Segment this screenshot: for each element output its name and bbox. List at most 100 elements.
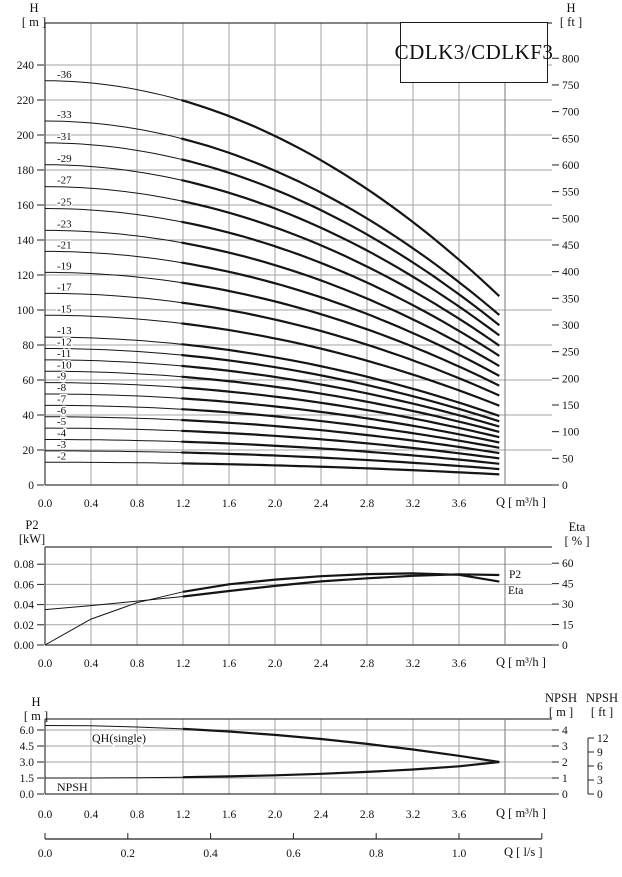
qh-left-tick-label: 140 bbox=[17, 235, 35, 247]
qh-right-tick-label: 350 bbox=[562, 293, 580, 305]
pe-right-tick-label: 60 bbox=[562, 558, 574, 570]
sn-left-tick-label: 6.0 bbox=[20, 725, 35, 737]
curve-label-10: -10 bbox=[57, 359, 72, 371]
curve-stage-6-thin bbox=[45, 416, 182, 421]
sn-xtick-label: 2.0 bbox=[268, 809, 283, 821]
pe-left-tick-label: 0.04 bbox=[14, 600, 34, 612]
curve-stage-17-bold bbox=[181, 301, 500, 397]
curve-stage-12-thin bbox=[45, 348, 182, 356]
sn-xtick-label: 0.8 bbox=[130, 809, 145, 821]
curve-stage-33-thin bbox=[44, 120, 182, 139]
curve-stage-31-bold bbox=[181, 158, 500, 327]
curve-stage-19-bold bbox=[181, 281, 500, 387]
npsh-ft-tick-label: 6 bbox=[597, 761, 603, 773]
qh-right-tick-label: 150 bbox=[562, 400, 580, 412]
pe-xtick-label: 1.6 bbox=[222, 658, 237, 670]
curve-stage-36-bold bbox=[180, 99, 501, 298]
main-right-axis-title: H [ ft ] bbox=[559, 1, 583, 29]
curve-stage-23-bold bbox=[181, 241, 500, 368]
curve-label-2: -2 bbox=[57, 450, 66, 462]
npsh-m-tick-label: 4 bbox=[562, 725, 568, 737]
sn-xtick-label: 1.6 bbox=[222, 809, 237, 821]
curve-stage-5-bold bbox=[181, 429, 500, 460]
power-left-axis-title: P2 [kW] bbox=[18, 518, 46, 546]
curve-stage-2-bold bbox=[181, 462, 500, 476]
curve-stage-29-thin bbox=[45, 164, 182, 181]
curve-stage-19-thin bbox=[45, 271, 182, 284]
curve-stage-8-bold bbox=[181, 397, 500, 444]
curve-label-21: -21 bbox=[57, 239, 72, 251]
qh-xtick-label: 1.6 bbox=[222, 498, 237, 510]
curve-stage-29-bold bbox=[181, 179, 500, 337]
curve-stage-10-bold bbox=[181, 375, 500, 433]
qh-xtick-label: 3.2 bbox=[406, 498, 421, 510]
pe-left-tick-label: 0.00 bbox=[14, 640, 34, 652]
curve-stage-3-bold bbox=[181, 451, 500, 471]
curve-stage-4-thin bbox=[45, 439, 182, 443]
ls-axis-tick-label: 0.8 bbox=[369, 848, 384, 860]
qh-xtick-label: 1.2 bbox=[176, 498, 191, 510]
sn-xtick-label: 3.2 bbox=[406, 809, 421, 821]
qh-right-tick-label: 400 bbox=[562, 267, 580, 279]
qh-right-tick-label: 450 bbox=[562, 240, 580, 252]
npsh-m-tick-label: 3 bbox=[562, 741, 568, 753]
qh-right-tick-label: 300 bbox=[562, 320, 580, 332]
sn-left-tick-label: 3.0 bbox=[20, 757, 35, 769]
qh-xtick-label: 0.0 bbox=[38, 498, 53, 510]
curve-label-9: -9 bbox=[57, 371, 67, 383]
curve-stage-4-bold bbox=[181, 440, 500, 465]
curve-stage-8-thin bbox=[45, 393, 182, 399]
curve-eta-thin bbox=[44, 591, 184, 646]
curve-p2-bold bbox=[182, 573, 500, 598]
pe-left-tick-label: 0.08 bbox=[14, 559, 34, 571]
npsh-ft-tick-label: 3 bbox=[597, 775, 603, 787]
sn-xtick-label: 3.6 bbox=[452, 809, 467, 821]
npsh-m-tick-label: 0 bbox=[562, 789, 568, 801]
npsh-ft-tick-label: 9 bbox=[597, 747, 603, 759]
curve-stage-10-thin bbox=[45, 370, 182, 378]
qh-right-tick-label: 50 bbox=[562, 453, 574, 465]
qh-right-tick-label: 600 bbox=[562, 160, 580, 172]
eta-right-axis-title: Eta [ % ] bbox=[564, 520, 590, 548]
model-title: CDLK3/CDLKF3 bbox=[394, 40, 554, 64]
pe-xtick-label: 0.0 bbox=[38, 658, 53, 670]
qh-left-tick-label: 120 bbox=[17, 270, 35, 282]
curve-label-33: -33 bbox=[57, 109, 72, 121]
qh-xtick-label: 0.4 bbox=[84, 498, 99, 510]
curve-npsh-bold bbox=[182, 760, 500, 779]
npsh-m-tick-label: 1 bbox=[562, 773, 568, 785]
curve-stage-15-thin bbox=[45, 314, 182, 324]
single-x-axis-label: Q [ m³/h ] bbox=[496, 806, 546, 820]
qh-xtick-label: 3.6 bbox=[452, 498, 467, 510]
qh-xtick-label: 2.0 bbox=[268, 498, 283, 510]
curve-eta-bold bbox=[182, 572, 500, 593]
curve-label-npsh: NPSH bbox=[57, 780, 88, 794]
qh-right-tick-label: 500 bbox=[562, 213, 580, 225]
qh-left-tick-label: 200 bbox=[17, 130, 35, 142]
ls-axis-tick-label: 0.2 bbox=[121, 848, 136, 860]
curve-label-13: -13 bbox=[57, 325, 72, 337]
curve-stage-3-thin bbox=[45, 450, 182, 453]
pe-left-tick-label: 0.06 bbox=[14, 579, 34, 591]
model-title-box: CDLK3/CDLKF3 bbox=[395, 22, 553, 83]
sn-xtick-label: 2.4 bbox=[314, 809, 329, 821]
npsh-m-tick-label: 2 bbox=[562, 757, 568, 769]
curve-label-31: -31 bbox=[57, 131, 72, 143]
curve-label-3: -3 bbox=[57, 439, 67, 451]
qh-left-tick-label: 240 bbox=[17, 60, 35, 72]
curve-label-15: -15 bbox=[57, 303, 72, 315]
pe-xtick-label: 2.0 bbox=[268, 658, 283, 670]
sn-left-tick-label: 1.5 bbox=[20, 773, 35, 785]
curve-label-5: -5 bbox=[57, 416, 67, 428]
curve-stage-5-thin bbox=[45, 427, 182, 432]
curve-stage-7-thin bbox=[45, 404, 182, 410]
curve-stage-2-thin bbox=[45, 461, 182, 464]
curve-label-eta: Eta bbox=[508, 585, 523, 597]
curve-stage-7-bold bbox=[181, 408, 500, 449]
curve-label-23: -23 bbox=[57, 218, 72, 230]
curve-label-7: -7 bbox=[57, 393, 67, 405]
curve-label-8: -8 bbox=[57, 382, 67, 394]
ls-axis-tick-label: 0.0 bbox=[38, 848, 53, 860]
